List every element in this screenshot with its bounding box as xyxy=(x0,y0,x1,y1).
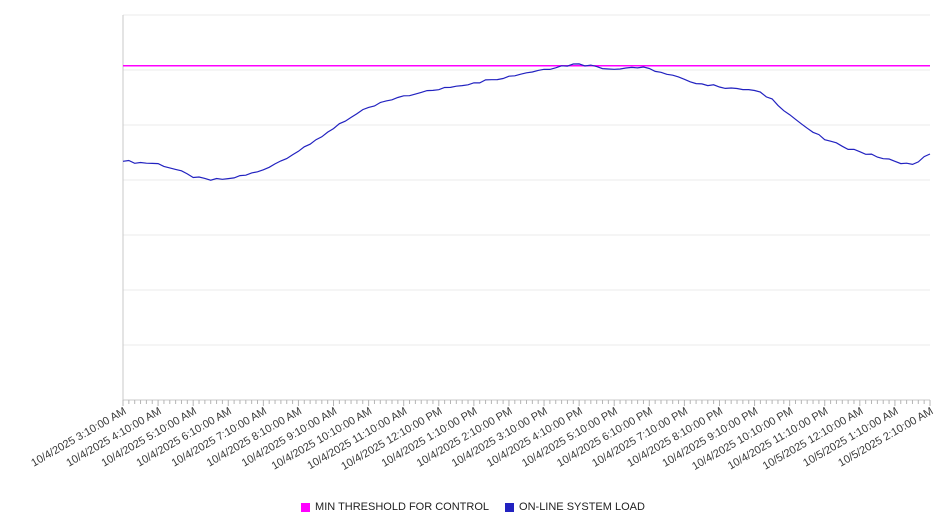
legend-item-threshold: MIN THRESHOLD FOR CONTROL xyxy=(301,501,489,513)
load-swatch-icon xyxy=(505,502,515,512)
legend-label-threshold: MIN THRESHOLD FOR CONTROL xyxy=(315,501,490,513)
legend-label-load: ON-LINE SYSTEM LOAD xyxy=(519,501,645,513)
threshold-swatch-icon xyxy=(301,502,311,512)
gridlines xyxy=(123,14,930,346)
chart-legend: MIN THRESHOLD FOR CONTROL ON-LINE SYSTEM… xyxy=(0,488,946,526)
x-axis-ticks xyxy=(122,400,931,406)
system-load-line xyxy=(122,63,931,181)
legend-item-load: ON-LINE SYSTEM LOAD xyxy=(505,501,645,513)
